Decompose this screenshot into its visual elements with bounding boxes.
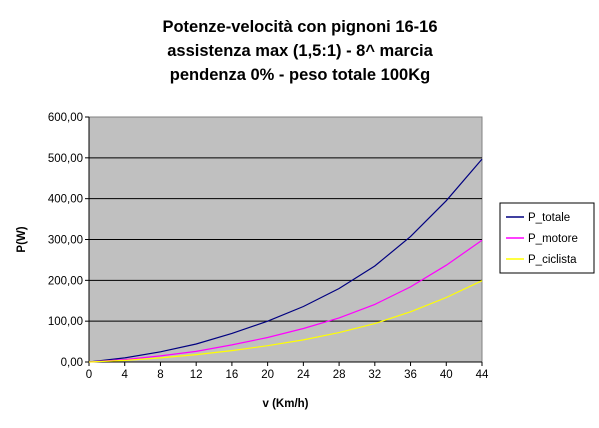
legend-label-p-motore: P_motore — [528, 233, 578, 245]
x-tick-label: 32 — [368, 369, 381, 381]
legend: P_totale P_motore P_ciclista — [499, 202, 595, 274]
y-tick-label: 600,00 — [48, 112, 83, 124]
x-tick-label: 4 — [122, 369, 129, 381]
y-tick-label: 100,00 — [48, 316, 83, 328]
y-tick-label: 500,00 — [48, 153, 83, 165]
legend-label-p-totale: P_totale — [528, 212, 570, 224]
x-tick-label: 44 — [476, 369, 489, 381]
x-tick-labels: 0 4 8 12 16 20 24 28 32 36 40 44 — [86, 369, 489, 381]
series-lines — [88, 158, 483, 363]
x-tick-label: 8 — [157, 369, 163, 381]
x-tick-label: 0 — [86, 369, 92, 381]
x-tick-label: 40 — [440, 369, 453, 381]
series-line-p-motore — [88, 239, 483, 363]
y-tick-labels: 0,00 100,00 200,00 300,00 400,00 500,00 600,00 — [48, 112, 83, 369]
x-tick-label: 24 — [297, 369, 310, 381]
x-tick-label: 20 — [261, 369, 274, 381]
x-tick-label: 36 — [404, 369, 417, 381]
x-tick-label: 12 — [190, 369, 203, 381]
chart-title: Potenze-velocità con pignoni 16-16 assis… — [162, 18, 437, 84]
series-line-p-totale — [88, 158, 483, 363]
series-line-p-ciclista — [88, 280, 483, 363]
y-axis-title: P(W) — [16, 226, 28, 252]
gridlines — [85, 116, 483, 366]
x-tick-label: 16 — [226, 369, 239, 381]
chart-title-line-2: assistenza max (1,5:1) - 8^ marcia — [167, 42, 433, 60]
chart-title-line-1: Potenze-velocità con pignoni 16-16 — [162, 18, 437, 36]
y-tick-label: 200,00 — [48, 275, 83, 287]
y-tick-label: 400,00 — [48, 194, 83, 206]
axes — [88, 117, 482, 363]
x-axis-title: v (Km/h) — [263, 398, 309, 410]
x-tick-label: 28 — [333, 369, 346, 381]
y-tick-label: 300,00 — [48, 235, 83, 247]
legend-label-p-ciclista: P_ciclista — [528, 254, 577, 266]
y-tick-label: 0,00 — [61, 357, 83, 369]
chart-title-line-3: pendenza 0% - peso totale 100Kg — [170, 66, 430, 84]
